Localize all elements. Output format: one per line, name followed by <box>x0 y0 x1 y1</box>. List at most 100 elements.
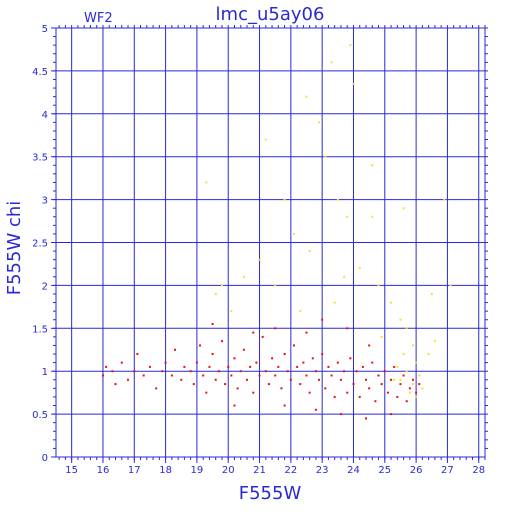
data-point-primary <box>365 417 368 420</box>
data-point-primary <box>314 408 317 411</box>
data-point-primary <box>377 374 380 377</box>
data-point-primary <box>283 404 286 407</box>
data-point-secondary <box>399 318 402 321</box>
data-point-secondary <box>242 275 245 278</box>
x-tick-label: 20 <box>222 465 235 476</box>
data-point-primary <box>383 370 386 373</box>
data-point-primary <box>224 383 227 386</box>
data-point-secondary <box>230 310 233 313</box>
data-point-primary <box>183 365 186 368</box>
data-point-secondary <box>318 121 321 124</box>
data-point-primary <box>327 365 330 368</box>
data-point-secondary <box>349 44 352 47</box>
x-tick-label: 25 <box>378 465 391 476</box>
data-point-primary <box>264 370 267 373</box>
data-point-primary <box>261 335 264 338</box>
data-point-primary <box>214 378 217 381</box>
data-point-primary <box>233 404 236 407</box>
data-point-primary <box>199 344 202 347</box>
y-axis-label: F555W chi <box>4 201 25 296</box>
data-point-primary <box>390 378 393 381</box>
data-point-primary <box>133 370 136 373</box>
data-point-primary <box>236 387 239 390</box>
data-point-primary <box>189 370 192 373</box>
data-point-primary <box>258 374 261 377</box>
data-point-primary <box>302 361 305 364</box>
data-point-primary <box>101 374 104 377</box>
data-point-primary <box>289 378 292 381</box>
data-point-primary <box>280 387 283 390</box>
y-tick-label: 4 <box>42 110 48 121</box>
data-point-primary <box>314 370 317 373</box>
data-point-secondary <box>421 387 424 390</box>
data-point-primary <box>308 391 311 394</box>
data-point-secondary <box>343 275 346 278</box>
data-point-primary <box>393 365 396 368</box>
data-point-primary <box>161 370 164 373</box>
data-point-primary <box>239 370 242 373</box>
y-tick-label: 3.5 <box>32 153 48 164</box>
axis-ticks: 15 16 17 18 19 20 21 22 23 24 25 26 27 28 0 0.5 1 1.5 2 2.5… <box>32 24 488 476</box>
data-point-primary <box>368 387 371 390</box>
data-point-primary <box>380 383 383 386</box>
y-tick-label: 4.5 <box>32 67 48 78</box>
x-axis-label: F555W <box>239 483 302 504</box>
data-point-primary <box>217 370 220 373</box>
data-point-primary <box>333 395 336 398</box>
data-point-primary <box>202 374 205 377</box>
data-point-primary <box>415 391 418 394</box>
data-point-primary <box>358 395 361 398</box>
data-point-primary <box>233 357 236 360</box>
x-tick-label: 28 <box>472 465 485 476</box>
x-tick-label: 16 <box>97 465 110 476</box>
data-point-primary <box>220 340 223 343</box>
data-point-primary <box>111 370 114 373</box>
data-point-secondary <box>377 284 380 287</box>
data-point-secondary <box>258 258 261 261</box>
y-tick-label: 3 <box>42 196 48 207</box>
y-tick-label: 5 <box>42 24 48 35</box>
grid <box>56 28 485 457</box>
data-point-primary <box>402 374 405 377</box>
data-point-secondary <box>214 292 217 295</box>
x-tick-label: 26 <box>410 465 423 476</box>
data-point-primary <box>208 365 211 368</box>
x-tick-label: 15 <box>65 465 78 476</box>
data-point-primary <box>267 383 270 386</box>
data-point-secondary <box>380 335 383 338</box>
data-point-secondary <box>405 370 408 373</box>
data-point-primary <box>164 361 167 364</box>
data-point-secondary <box>443 198 446 201</box>
data-point-secondary <box>371 215 374 218</box>
data-point-secondary <box>330 61 333 64</box>
data-point-primary <box>252 391 255 394</box>
data-point-primary <box>211 353 214 356</box>
data-point-primary <box>321 353 324 356</box>
data-point-primary <box>114 383 117 386</box>
data-point-primary <box>355 370 358 373</box>
data-point-secondary <box>205 181 208 184</box>
data-point-secondary <box>415 361 418 364</box>
data-point-secondary <box>220 284 223 287</box>
data-point-primary <box>105 365 108 368</box>
data-point-primary <box>136 353 139 356</box>
data-point-primary <box>252 331 255 334</box>
data-point-primary <box>271 357 274 360</box>
data-point-primary <box>205 391 208 394</box>
data-point-primary <box>192 383 195 386</box>
data-point-primary <box>211 323 214 326</box>
data-point-primary <box>336 361 339 364</box>
x-tick-label: 21 <box>253 465 266 476</box>
y-tick-label: 0.5 <box>32 410 48 421</box>
data-point-primary <box>411 378 414 381</box>
data-points <box>101 44 452 420</box>
data-point-secondary <box>292 232 295 235</box>
data-point-secondary <box>408 391 411 394</box>
chart-title: lmc_u5ay06 <box>216 4 325 25</box>
data-point-primary <box>277 365 280 368</box>
data-point-primary <box>368 344 371 347</box>
data-point-primary <box>318 378 321 381</box>
data-point-primary <box>246 378 249 381</box>
data-point-primary <box>371 361 374 364</box>
